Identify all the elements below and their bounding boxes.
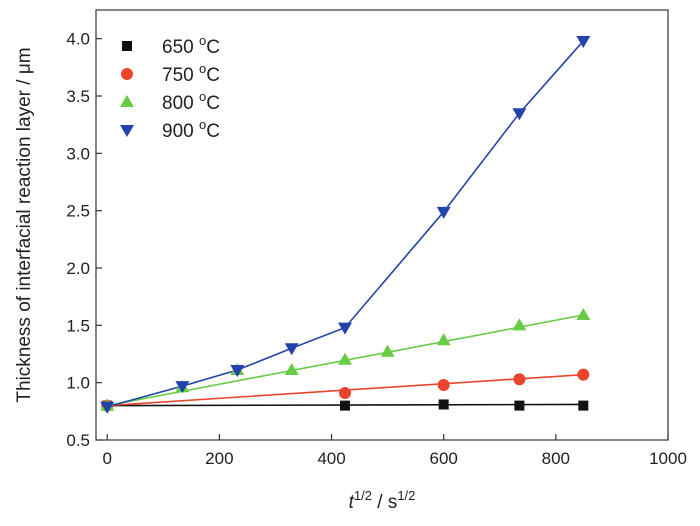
x-axis-title-sep: / s <box>372 492 397 513</box>
x-tick-label: 600 <box>429 449 457 468</box>
data-point <box>284 343 299 356</box>
data-point <box>512 318 527 331</box>
y-tick-label: 2.0 <box>66 259 90 278</box>
data-point <box>339 400 350 411</box>
x-axis-title-base-sup: 1/2 <box>354 488 372 503</box>
y-tick-label: 3.5 <box>66 87 90 106</box>
data-point <box>576 308 591 321</box>
y-tick-label: 0.5 <box>66 431 90 450</box>
legend-marker <box>120 125 134 137</box>
legend-label: 750 oC <box>162 61 220 86</box>
data-point <box>513 373 526 386</box>
data-point <box>578 400 589 411</box>
legend-marker <box>121 68 133 80</box>
data-point <box>338 386 351 399</box>
data-point <box>436 333 451 346</box>
data-point <box>512 108 527 121</box>
y-tick-label: 3.0 <box>66 144 90 163</box>
y-axis: 0.5 1.0 1.5 2.0 2.5 3.0 3.5 4.0 <box>66 30 102 450</box>
data-point <box>284 363 299 376</box>
x-axis-title-base: t <box>349 492 355 513</box>
legend-marker <box>122 41 132 51</box>
x-axis-title-unit-sup: 1/2 <box>397 488 415 503</box>
x-axis: 0 200 400 600 800 1000 <box>102 434 687 468</box>
y-tick-label: 2.5 <box>66 202 90 221</box>
plot-frame <box>95 9 669 441</box>
legend-label: 650 oC <box>162 33 220 58</box>
data-point <box>230 365 245 378</box>
legend: 650 oC 750 oC 800 oC 900 oC <box>120 33 220 142</box>
y-tick-label: 1.5 <box>66 316 90 335</box>
y-tick-label: 1.0 <box>66 374 90 393</box>
y-tick-label: 4.0 <box>66 30 90 49</box>
data-point <box>577 368 590 381</box>
data-point <box>436 206 451 219</box>
data-markers <box>100 35 591 414</box>
series-line <box>107 40 584 408</box>
x-tick-label: 200 <box>205 449 233 468</box>
x-axis-title: t1/2 / s1/2 <box>349 488 416 513</box>
data-point <box>437 378 450 391</box>
data-point <box>337 352 352 365</box>
data-point <box>380 344 395 357</box>
legend-label: 900 oC <box>162 117 220 142</box>
x-tick-label: 0 <box>102 449 111 468</box>
legend-marker <box>120 95 134 107</box>
data-point <box>514 400 525 411</box>
data-point <box>337 322 352 335</box>
data-point <box>100 401 115 414</box>
legend-label: 800 oC <box>162 89 220 114</box>
data-point <box>438 399 449 410</box>
x-tick-label: 1000 <box>649 449 687 468</box>
y-axis-title: Thickness of interfacial reaction layer … <box>14 47 35 402</box>
x-tick-label: 400 <box>317 449 345 468</box>
data-point <box>175 381 190 394</box>
x-tick-label: 800 <box>542 449 570 468</box>
data-point <box>576 35 591 48</box>
